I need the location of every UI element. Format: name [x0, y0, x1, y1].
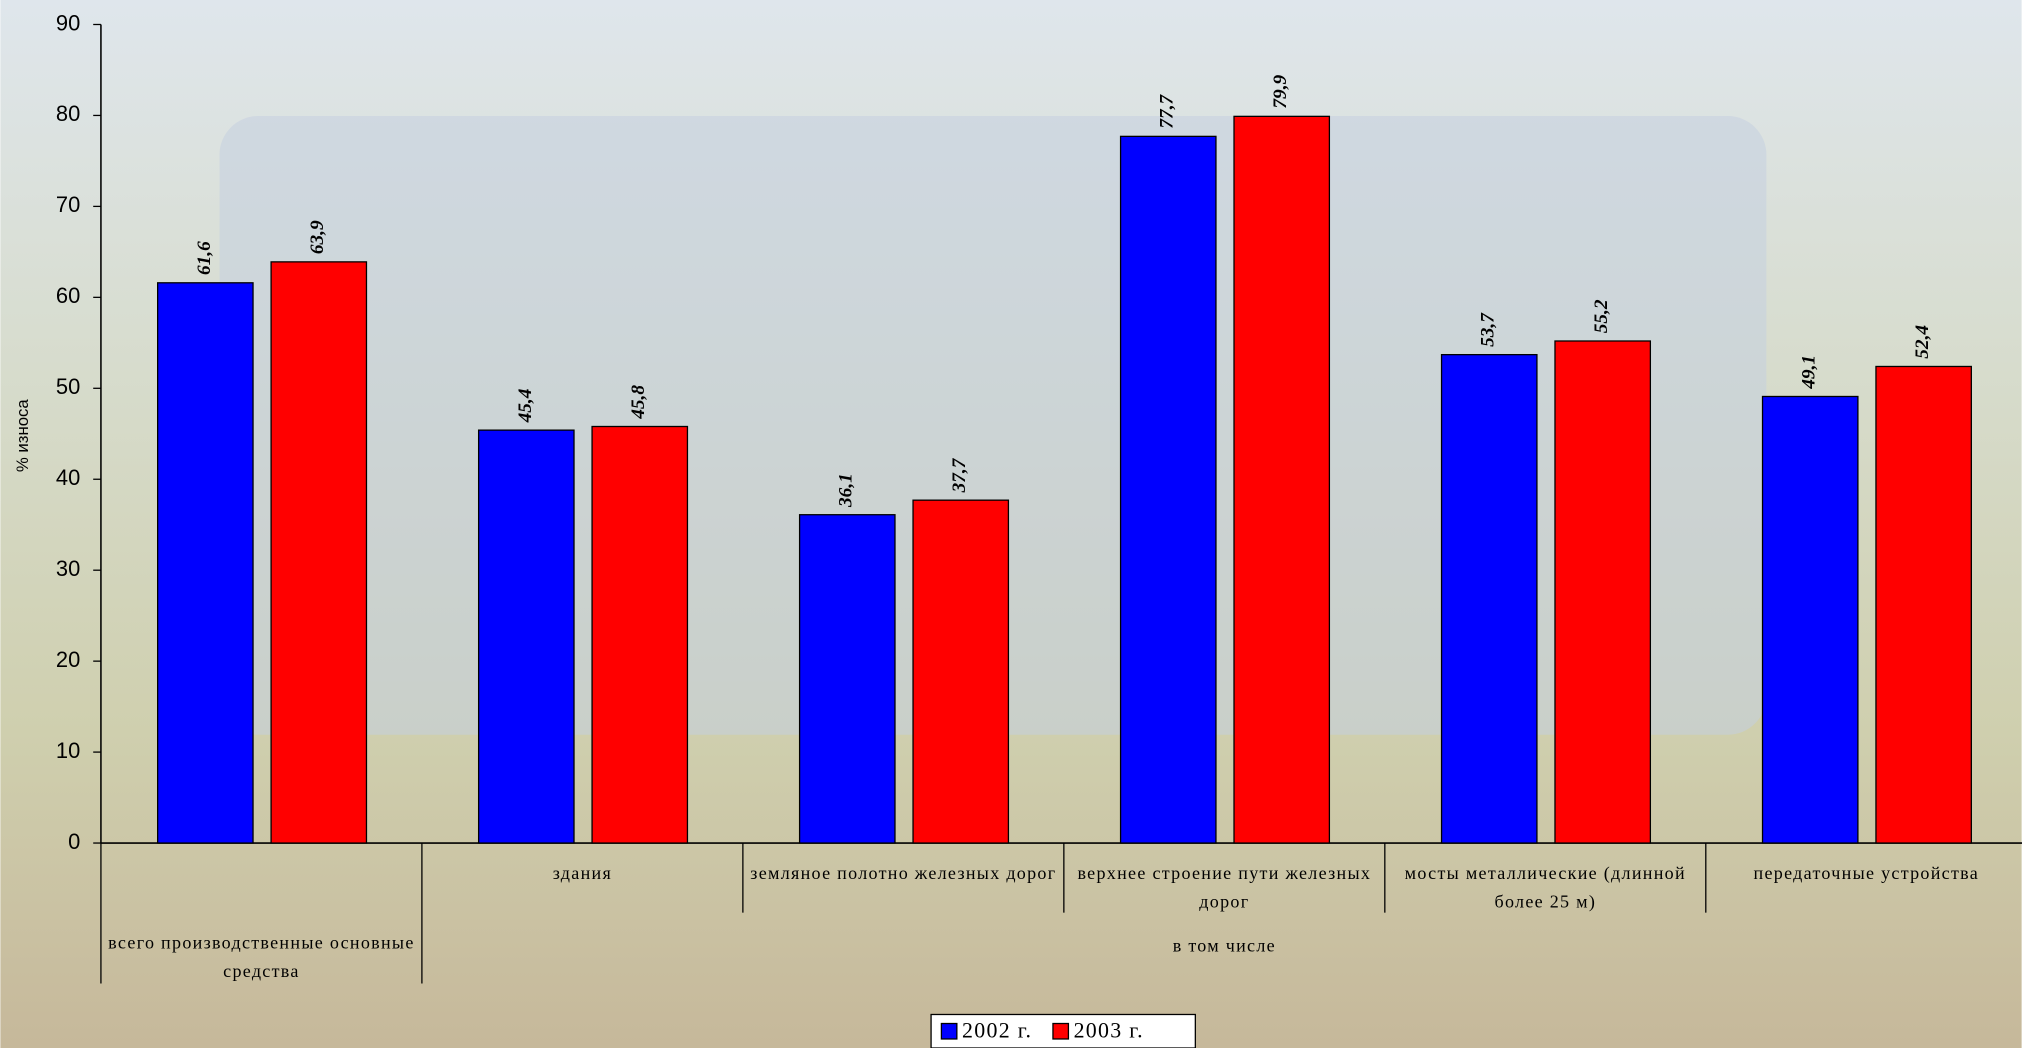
value-label: 37,7 [949, 457, 970, 493]
legend-label: 2003 г. [1074, 1018, 1144, 1043]
value-label: 79,9 [1270, 74, 1291, 108]
y-tick-label: 60 [56, 283, 80, 308]
value-label: 45,8 [628, 385, 649, 420]
bar [477, 429, 575, 844]
bar [1119, 135, 1217, 844]
bar [1761, 395, 1859, 844]
value-label: 49,1 [1799, 355, 1820, 390]
legend-swatch [1052, 1022, 1070, 1040]
value-label: 77,7 [1157, 93, 1178, 128]
bar [591, 425, 689, 844]
y-axis-label: % износа [13, 399, 32, 473]
x-tick-label: земляное полотно железных дорог [750, 864, 1057, 885]
value-label: 52,4 [1912, 325, 1933, 359]
y-tick-label: 50 [56, 374, 80, 399]
legend-label: 2002 г. [962, 1018, 1032, 1043]
value-label: 53,7 [1478, 312, 1499, 347]
value-label: 55,2 [1591, 299, 1612, 333]
y-tick-label: 40 [56, 465, 80, 490]
bar [157, 282, 254, 844]
x-tick-label: передаточные устройства [1753, 864, 1980, 885]
legend-swatch [940, 1022, 958, 1040]
bar [270, 261, 368, 844]
bar [1554, 340, 1652, 844]
x-tick-label-box: земляное полотно железных дорог [750, 864, 1057, 885]
value-label: 63,9 [307, 220, 328, 254]
group-label-box: в том числе [1172, 937, 1276, 957]
x-tick-label: верхнее строение пути железных дорог [1077, 864, 1372, 913]
x-tick-label-box: передаточные устройства [1753, 864, 1980, 885]
x-tick-label-box: здания [552, 864, 613, 885]
value-label: 45,4 [515, 388, 536, 423]
value-label: 61,6 [194, 241, 215, 275]
bar [798, 514, 896, 844]
x-tick-label: здания [552, 864, 613, 885]
y-tick-label: 10 [56, 738, 80, 763]
bar [1233, 115, 1331, 844]
y-tick-label: 30 [56, 556, 80, 581]
bar [1875, 365, 1972, 844]
y-tick-label: 20 [56, 647, 80, 672]
y-tick-label: 70 [56, 192, 80, 217]
value-label: 36,1 [836, 473, 857, 508]
bar [912, 499, 1010, 844]
y-tick-label: 80 [56, 101, 80, 126]
bar [1440, 353, 1538, 844]
x-tick-label: всего производственные основные средства [108, 934, 415, 983]
y-tick-label: 90 [56, 10, 80, 35]
x-tick-label-box: всего производственные основные средства [108, 934, 415, 983]
x-tick-label-box: верхнее строение пути железных дорог [1077, 864, 1372, 913]
group-label: в том числе [1172, 937, 1276, 957]
legend: 2002 г. 2003 г. [930, 1013, 1196, 1048]
y-tick-label: 0 [68, 829, 80, 854]
x-tick-label-box: мосты металлические (длинной более 25 м) [1404, 864, 1686, 913]
x-tick-label: мосты металлические (длинной более 25 м) [1404, 864, 1686, 913]
